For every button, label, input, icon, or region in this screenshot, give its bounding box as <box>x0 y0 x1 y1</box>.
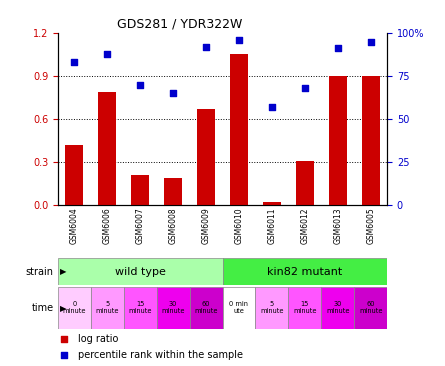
Point <box>71 59 78 65</box>
Text: 30
minute: 30 minute <box>326 301 349 314</box>
Point <box>334 45 341 51</box>
Text: time: time <box>31 303 53 313</box>
Text: log ratio: log ratio <box>77 334 118 344</box>
Bar <box>222 258 387 285</box>
Bar <box>354 287 387 329</box>
Bar <box>197 109 215 205</box>
Text: percentile rank within the sample: percentile rank within the sample <box>77 350 243 359</box>
Bar <box>157 287 190 329</box>
Bar <box>164 178 182 205</box>
Bar <box>362 76 380 205</box>
Bar <box>263 202 281 205</box>
Text: 60
minute: 60 minute <box>359 301 382 314</box>
Bar <box>230 55 248 205</box>
Text: 5
minute: 5 minute <box>260 301 283 314</box>
Bar <box>124 287 157 329</box>
Point <box>279 273 286 279</box>
Point <box>104 51 111 56</box>
Bar <box>190 287 222 329</box>
Bar <box>65 145 83 205</box>
Bar <box>58 258 222 285</box>
Bar <box>255 287 288 329</box>
Bar <box>131 175 149 205</box>
Point <box>202 44 210 50</box>
Bar <box>288 287 321 329</box>
Text: GDS281 / YDR322W: GDS281 / YDR322W <box>117 17 243 30</box>
Text: ▶: ▶ <box>60 267 67 276</box>
Bar <box>329 76 347 205</box>
Text: 0 min
ute: 0 min ute <box>230 301 248 314</box>
Point <box>137 82 144 87</box>
Bar <box>58 287 91 329</box>
Point <box>235 37 243 43</box>
Text: kin82 mutant: kin82 mutant <box>267 267 343 277</box>
Text: 15
minute: 15 minute <box>129 301 152 314</box>
Bar <box>91 287 124 329</box>
Bar <box>222 287 255 329</box>
Bar <box>98 92 116 205</box>
Text: wild type: wild type <box>115 267 166 277</box>
Text: 30
minute: 30 minute <box>162 301 185 314</box>
Bar <box>321 287 354 329</box>
Point <box>367 39 374 45</box>
Text: ▶: ▶ <box>60 304 67 313</box>
Point <box>279 132 286 138</box>
Point <box>268 104 275 110</box>
Point <box>170 90 177 96</box>
Bar <box>296 161 314 205</box>
Text: 0
minute: 0 minute <box>63 301 86 314</box>
Text: 5
minute: 5 minute <box>96 301 119 314</box>
Text: 60
minute: 60 minute <box>194 301 218 314</box>
Text: 15
minute: 15 minute <box>293 301 316 314</box>
Text: strain: strain <box>25 267 53 277</box>
Point <box>301 85 308 91</box>
